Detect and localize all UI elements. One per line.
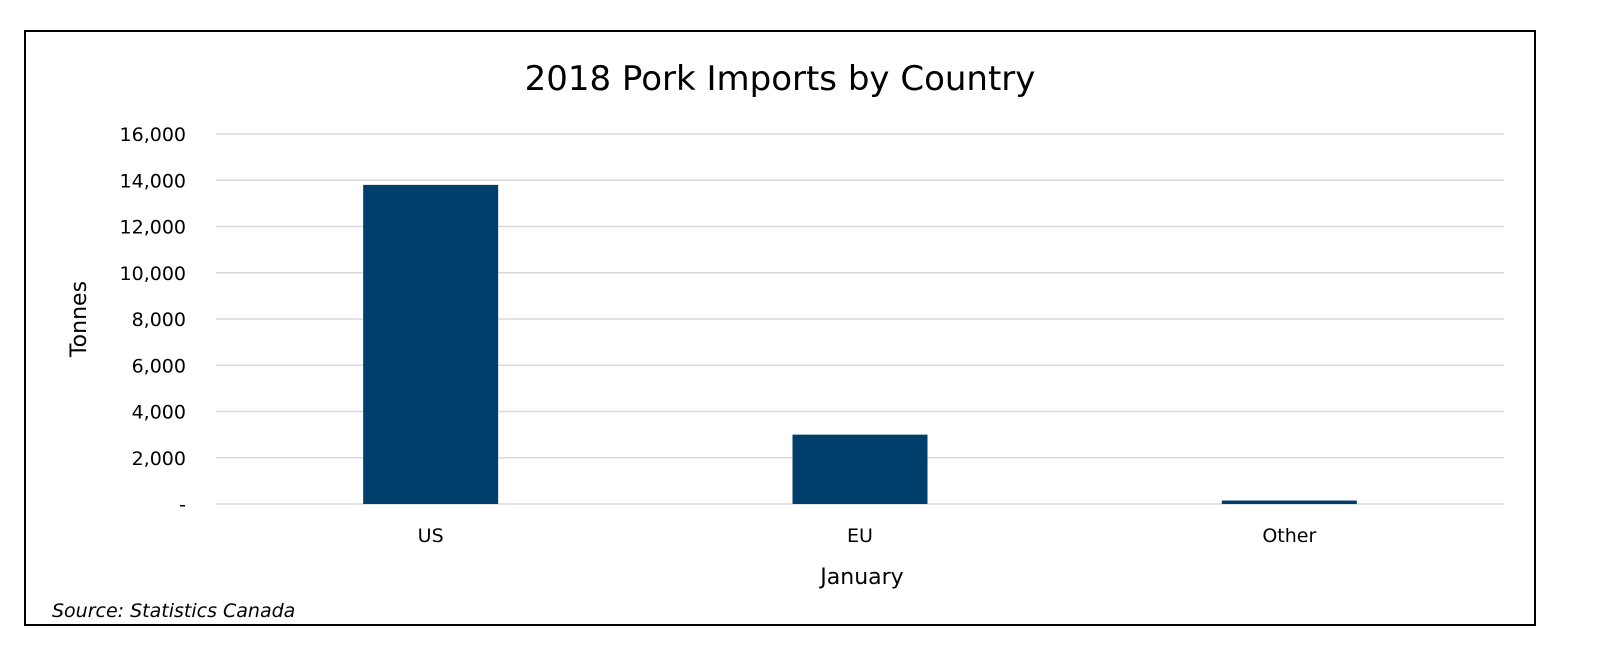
x-tick-label: US bbox=[418, 525, 444, 547]
y-tick-label: 12,000 bbox=[120, 217, 186, 239]
y-tick-label: 2,000 bbox=[132, 448, 186, 470]
y-axis-title: Tonnes bbox=[67, 281, 92, 358]
bar-us bbox=[363, 184, 499, 504]
x-axis-ticks: US EU Other bbox=[418, 525, 1317, 547]
y-tick-label: 8,000 bbox=[132, 309, 186, 331]
y-axis-ticks: - 2,000 4,000 6,000 8,000 10,000 12,000 14,000 1… bbox=[120, 124, 186, 516]
bars bbox=[363, 184, 1357, 504]
y-tick-label: 6,000 bbox=[132, 355, 186, 377]
y-tick-label: - bbox=[179, 494, 186, 516]
source-note: Source: Statistics Canada bbox=[52, 600, 295, 622]
y-tick-label: 16,000 bbox=[120, 124, 186, 146]
x-tick-label: Other bbox=[1262, 525, 1316, 547]
bar-other bbox=[1221, 500, 1357, 504]
y-tick-label: 10,000 bbox=[120, 263, 186, 285]
y-tick-label: 14,000 bbox=[120, 170, 186, 192]
chart-frame bbox=[24, 30, 1536, 626]
x-tick-label: EU bbox=[847, 525, 873, 547]
chart-title: 2018 Pork Imports by Country bbox=[525, 59, 1036, 99]
x-axis-title: January bbox=[818, 565, 903, 590]
y-tick-label: 4,000 bbox=[132, 402, 186, 424]
bar-eu bbox=[792, 434, 928, 504]
